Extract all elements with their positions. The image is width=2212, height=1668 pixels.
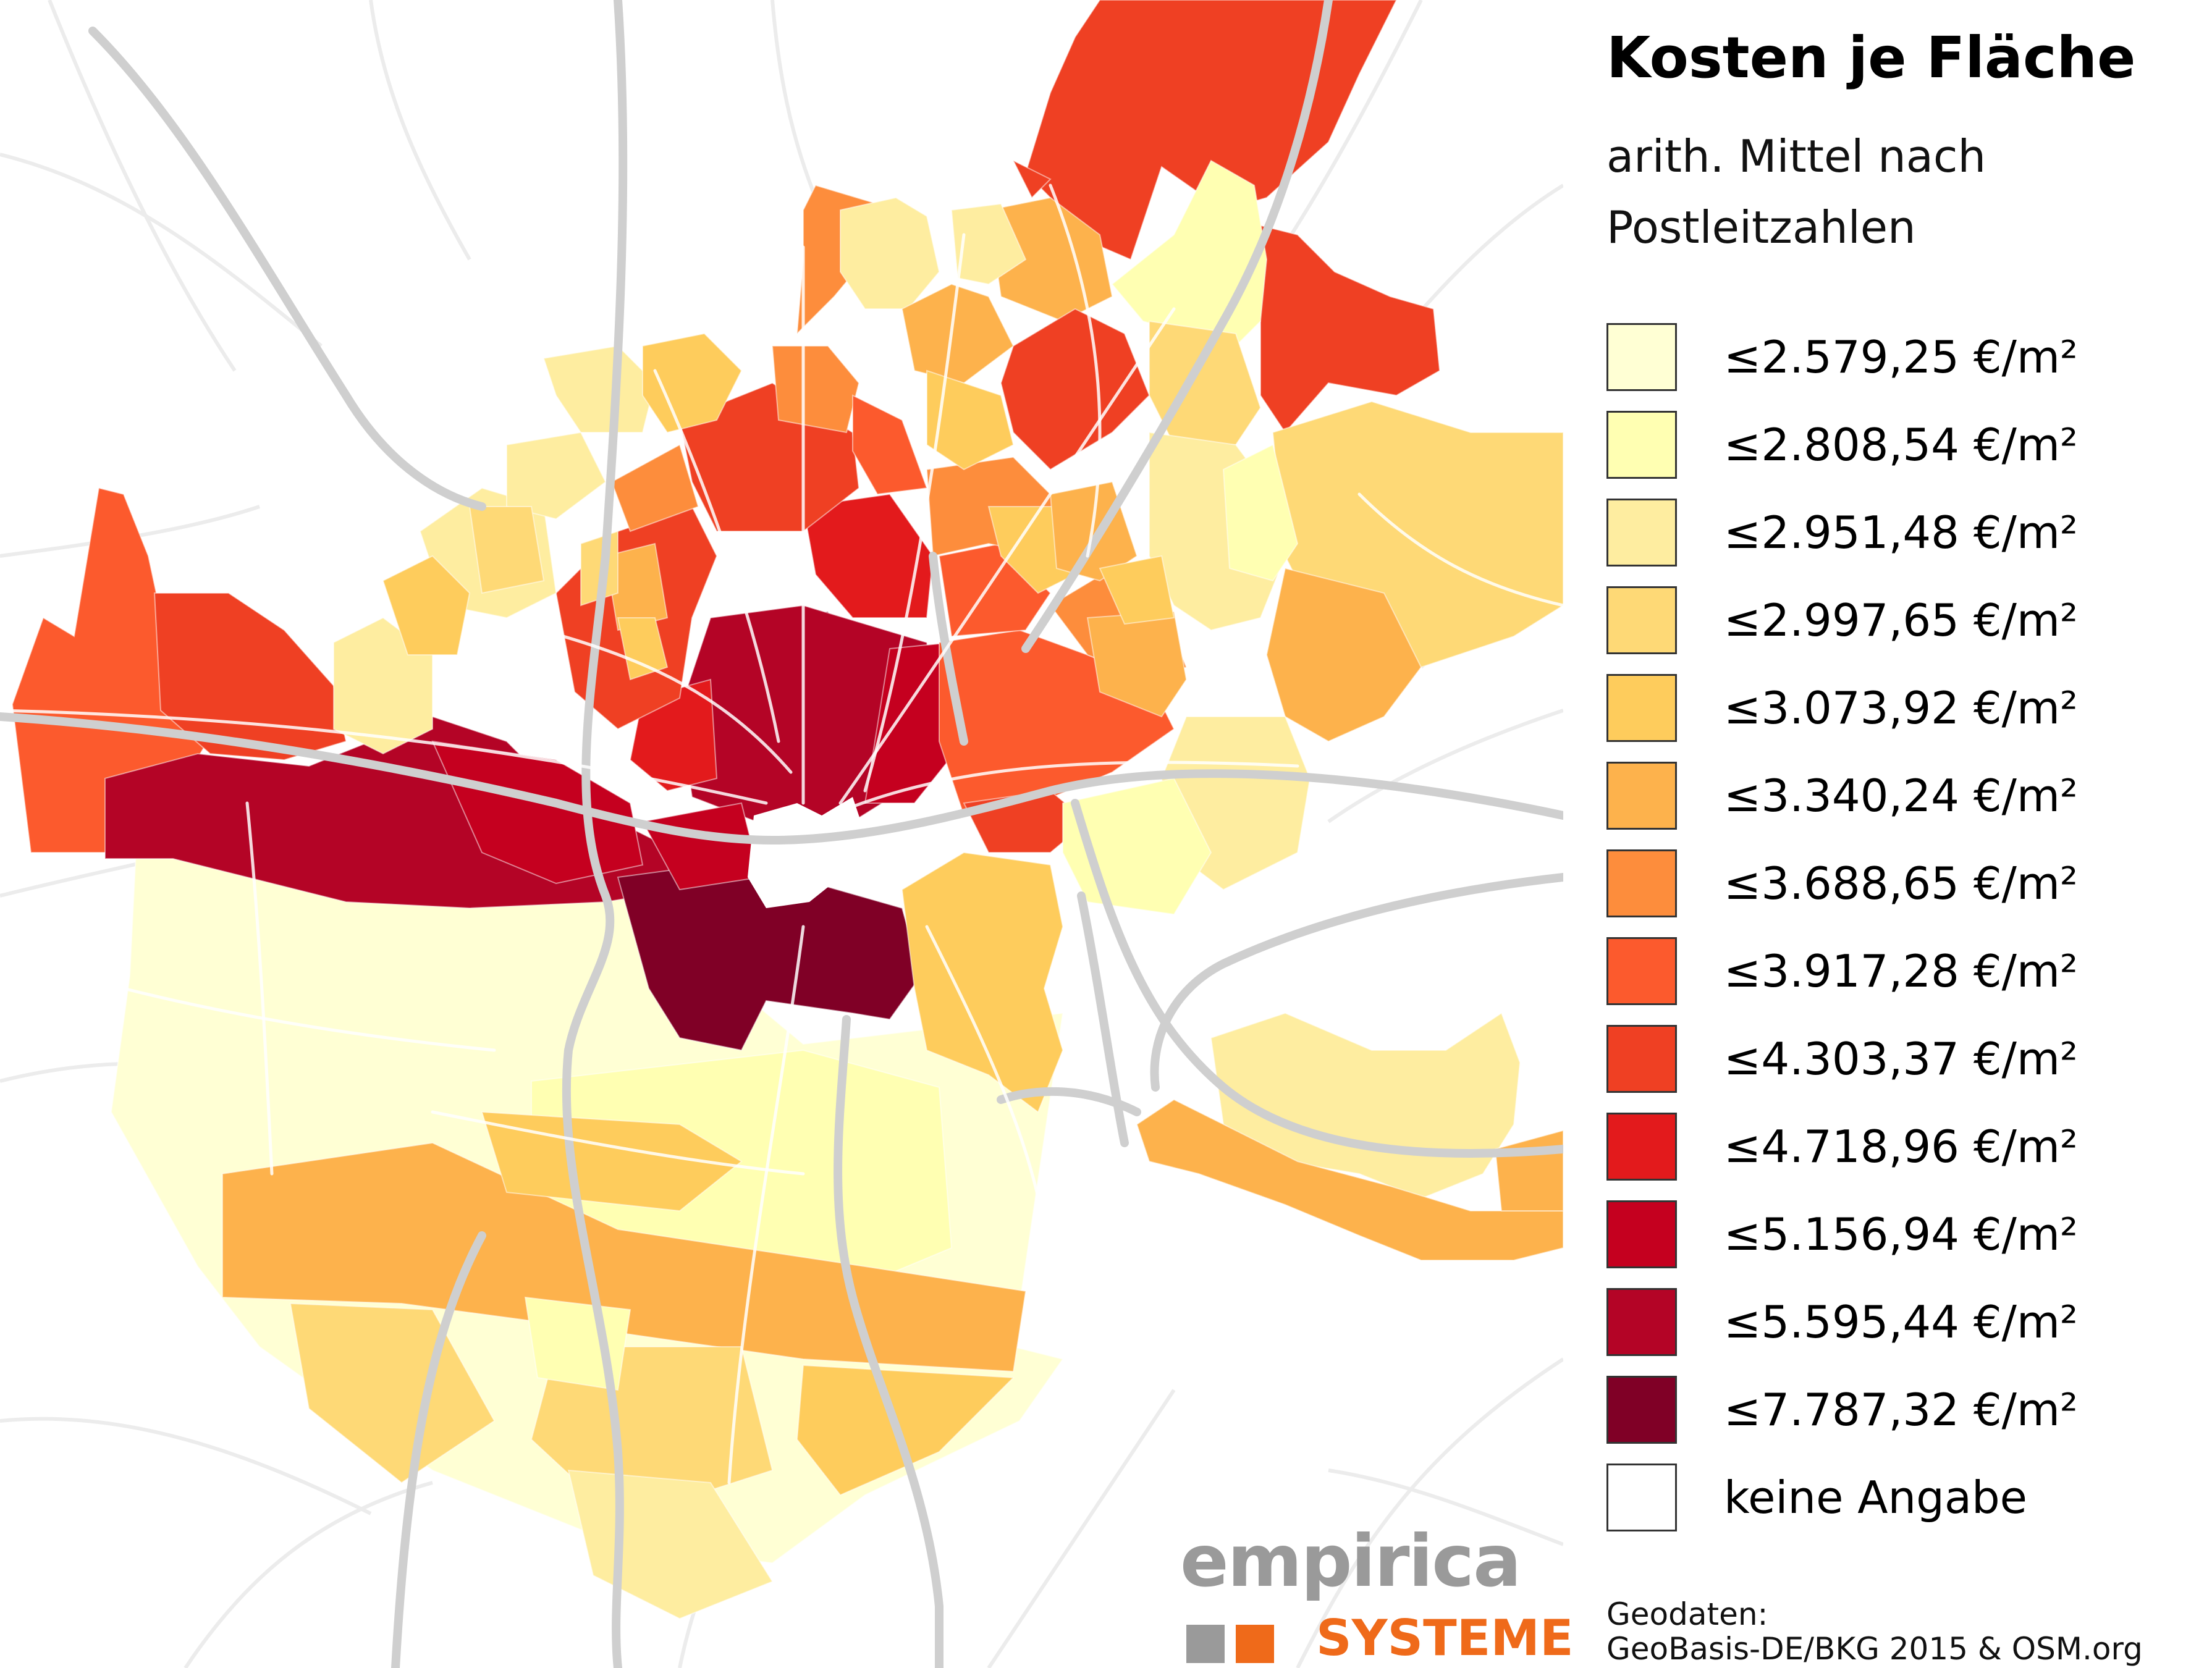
region-no-data-core xyxy=(748,797,871,908)
legend-label: ≤2.579,25 €/m² xyxy=(1724,331,2078,383)
legend-swatch xyxy=(1606,1200,1677,1268)
legend-swatch xyxy=(1606,499,1677,567)
region-south-lower xyxy=(289,1302,496,1484)
legend-swatch xyxy=(1606,1464,1677,1531)
street-network xyxy=(0,183,1563,1485)
credit-line-1: Geodaten: xyxy=(1606,1596,1768,1632)
legend-swatch xyxy=(1606,1113,1677,1181)
legend-swatch xyxy=(1606,849,1677,917)
region-north-tip-small xyxy=(1011,159,1052,199)
logo-wordmark: empirica xyxy=(1180,1520,1521,1603)
legend-label: ≤2.997,65 €/m² xyxy=(1724,594,2078,646)
legend-swatch xyxy=(1606,762,1677,830)
map-subtitle: arith. Mittel nach Postleitzahlen xyxy=(1606,130,1986,253)
legend-label: ≤4.303,37 €/m² xyxy=(1724,1033,2078,1085)
region-east-mid-orange xyxy=(1265,567,1422,743)
legend-swatch xyxy=(1606,1376,1677,1444)
region-north-7 xyxy=(604,542,669,631)
region-south-lower4 xyxy=(524,1296,631,1391)
region-n-yellow-2 xyxy=(926,369,1015,471)
legend-label: keine Angabe xyxy=(1724,1472,2027,1523)
legend-swatch xyxy=(1606,586,1677,654)
region-west-2 xyxy=(153,592,347,761)
legend-swatch xyxy=(1606,323,1677,391)
postcode-regions xyxy=(11,0,1563,1620)
region-north-2 xyxy=(802,493,934,618)
region-nw-pale-4 xyxy=(506,431,607,520)
region-se-orange xyxy=(1136,1098,1563,1261)
legend-swatch xyxy=(1606,674,1677,742)
legend-label: ≤3.340,24 €/m² xyxy=(1724,770,2078,822)
road-network xyxy=(0,0,1563,1668)
logo-square-orange xyxy=(1236,1625,1274,1663)
region-south-orange-band xyxy=(222,1142,1027,1373)
region-n-red-2 xyxy=(1000,308,1150,471)
region-nw-yellow-3 xyxy=(642,332,743,434)
region-south-lower2 xyxy=(796,1364,1015,1496)
region-south-yellow-band xyxy=(481,1111,743,1212)
region-east-yellow-3 xyxy=(1099,555,1175,625)
legend-swatch xyxy=(1606,1288,1677,1356)
region-east-lightyellow xyxy=(1222,444,1299,582)
credit-line-2: GeoBasis-DE/BKG 2015 & OSM.org xyxy=(1606,1631,2143,1667)
legend-label: ≤4.718,96 €/m² xyxy=(1724,1121,2078,1173)
legend-label: ≤2.951,48 €/m² xyxy=(1724,507,2078,558)
legend-panel: Kosten je Fläche arith. Mittel nach Post… xyxy=(1563,0,2212,1668)
region-nw-yellow-1 xyxy=(382,555,471,655)
data-credit: Geodaten: GeoBasis-DE/BKG 2015 & OSM.org xyxy=(1606,1597,2143,1666)
map-title: Kosten je Fläche xyxy=(1606,25,2136,91)
region-se-peach xyxy=(901,851,1064,1113)
region-n-peach-2 xyxy=(987,196,1113,322)
legend-swatch xyxy=(1606,411,1677,479)
region-n-pale-2 xyxy=(950,203,1027,285)
region-nw-yellow-2 xyxy=(468,506,545,594)
legend-label: ≤3.073,92 €/m² xyxy=(1724,682,2078,734)
region-n-pale-1 xyxy=(840,196,940,310)
legend-label: ≤2.808,54 €/m² xyxy=(1724,419,2078,471)
legend-swatch xyxy=(1606,937,1677,1005)
logo-subtitle: SYSTEME xyxy=(1316,1609,1574,1667)
legend-label: ≤3.688,65 €/m² xyxy=(1724,857,2078,909)
background-roads xyxy=(0,0,1563,1668)
choropleth-map xyxy=(0,0,1563,1668)
logo-square-grey xyxy=(1186,1625,1225,1663)
legend-label: ≤5.156,94 €/m² xyxy=(1724,1208,2078,1260)
legend-label: ≤7.787,32 €/m² xyxy=(1724,1384,2078,1436)
region-north-6 xyxy=(610,444,699,533)
legend-label: ≤3.917,28 €/m² xyxy=(1724,945,2078,997)
legend-label: ≤5.595,44 €/m² xyxy=(1724,1296,2078,1348)
region-north-5 xyxy=(852,394,928,495)
legend-swatch xyxy=(1606,1025,1677,1093)
